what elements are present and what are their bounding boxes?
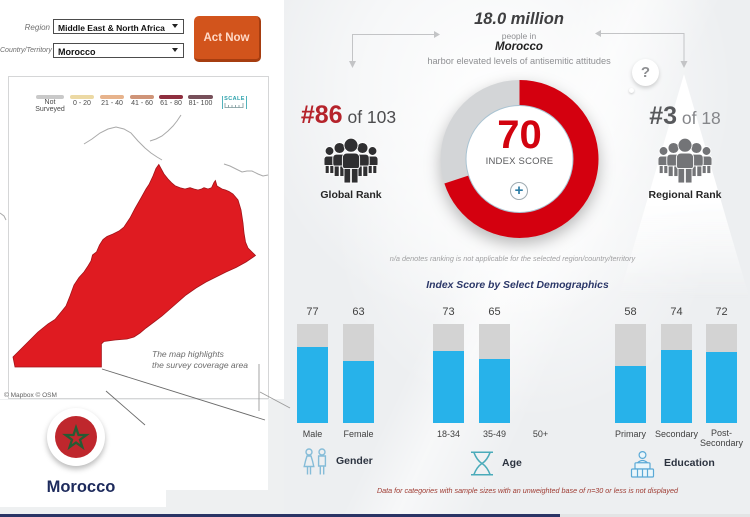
svg-text:the survey coverage area: the survey coverage area <box>152 360 248 370</box>
svg-text:© Mapbox © OSM: © Mapbox © OSM <box>4 391 57 399</box>
svg-text:The map highlights: The map highlights <box>152 349 225 359</box>
